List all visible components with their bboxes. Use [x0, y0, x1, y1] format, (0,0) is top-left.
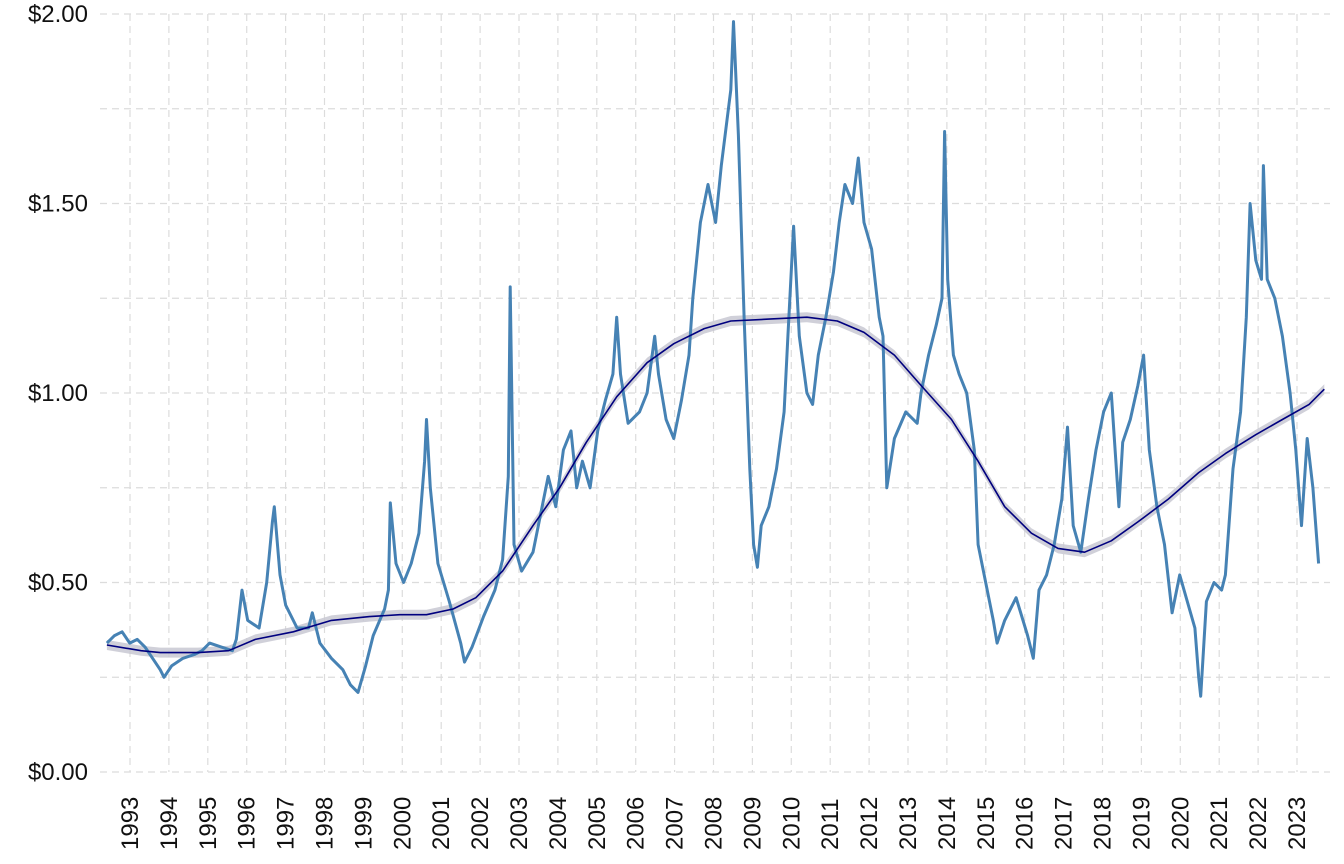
- x-tick-label: 2016: [1012, 797, 1039, 850]
- x-tick-label: 2007: [662, 797, 689, 850]
- x-tick-label: 2005: [584, 797, 611, 850]
- x-tick-label: 2002: [467, 797, 494, 850]
- x-tick-label: 2020: [1167, 797, 1194, 850]
- x-tick-label: 2006: [623, 797, 650, 850]
- x-tick-label: 1995: [195, 797, 222, 850]
- x-tick-label: 2018: [1090, 797, 1117, 850]
- price-line: [105, 20, 1321, 698]
- series-lines: [105, 20, 1325, 698]
- grid-lines: [100, 13, 1330, 773]
- x-tick-label: 2010: [778, 797, 805, 850]
- x-tick-label: 2013: [895, 797, 922, 850]
- x-tick-label: 1999: [350, 797, 377, 850]
- x-tick-label: 1993: [117, 797, 144, 850]
- x-tick-label: 2015: [973, 797, 1000, 850]
- x-tick-label: 2017: [1051, 797, 1078, 850]
- x-tick-label: 2001: [428, 797, 455, 850]
- y-axis: $0.00 $0.50 $1.00 $1.50 $2.00: [28, 1, 88, 786]
- x-axis: 1993 1994 1995 1996 1997 1998 1999 2000 2001 2002…: [117, 797, 1311, 850]
- y-tick-label: $0.00: [28, 759, 88, 786]
- trend-line: [106, 316, 1325, 654]
- x-tick-label: 2003: [506, 797, 533, 850]
- x-tick-label: 1997: [273, 797, 300, 850]
- x-tick-label: 2004: [545, 797, 572, 850]
- x-tick-label: 2009: [739, 797, 766, 850]
- x-tick-label: 1998: [312, 797, 339, 850]
- x-tick-label: 2008: [701, 797, 728, 850]
- x-tick-label: 2023: [1284, 797, 1311, 850]
- y-tick-label: $1.00: [28, 380, 88, 407]
- x-tick-label: 2011: [817, 798, 844, 850]
- x-tick-label: 2012: [856, 797, 883, 850]
- x-tick-label: 1996: [234, 797, 261, 850]
- x-tick-label: 2021: [1206, 797, 1233, 850]
- x-tick-label: 2000: [389, 797, 416, 850]
- y-tick-label: $1.50: [28, 191, 88, 218]
- x-tick-label: 2022: [1245, 797, 1272, 850]
- y-tick-label: $2.00: [28, 1, 88, 28]
- x-tick-label: 1994: [156, 797, 183, 850]
- x-tick-label: 2014: [934, 797, 961, 850]
- x-tick-label: 2019: [1128, 797, 1155, 850]
- y-tick-label: $0.50: [28, 570, 88, 597]
